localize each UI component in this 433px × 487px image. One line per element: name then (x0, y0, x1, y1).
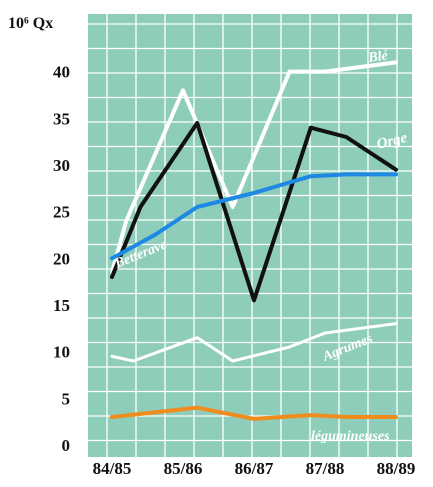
x-tick-label: 88/89 (377, 459, 416, 478)
y-tick-label: 15 (53, 296, 70, 315)
x-tick-label: 87/88 (306, 459, 345, 478)
y-tick-label: 30 (53, 156, 70, 175)
y-axis-ticks: 0 5 10 15 20 25 30 35 40 (53, 63, 70, 455)
y-tick-label: 0 (62, 436, 71, 455)
series-label: Orge (375, 130, 409, 153)
series-label: Blé (366, 48, 389, 66)
grid (88, 14, 412, 457)
series-line-agrumes (110, 322, 398, 363)
y-axis-title: 10⁶ Qx (8, 15, 53, 32)
series-label: légumineuses (311, 429, 390, 444)
y-tick-label: 10 (53, 343, 70, 362)
x-tick-label: 86/87 (235, 459, 274, 478)
y-tick-label: 25 (53, 203, 70, 222)
x-tick-label: 84/85 (93, 459, 132, 478)
x-axis-ticks: 84/85 85/86 86/87 87/88 88/89 (93, 459, 416, 478)
y-tick-label: 5 (62, 389, 71, 408)
plot-background (88, 14, 412, 457)
series-line-orge (110, 172, 398, 261)
series-line-l-gumineuses (110, 405, 398, 421)
y-tick-label: 35 (53, 109, 70, 128)
series-line-betterave (110, 121, 398, 303)
series-lines (110, 60, 398, 421)
y-tick-label: 20 (53, 249, 70, 268)
x-tick-label: 85/86 (164, 459, 203, 478)
series-line-bl (110, 60, 398, 275)
y-tick-label: 40 (53, 63, 70, 82)
